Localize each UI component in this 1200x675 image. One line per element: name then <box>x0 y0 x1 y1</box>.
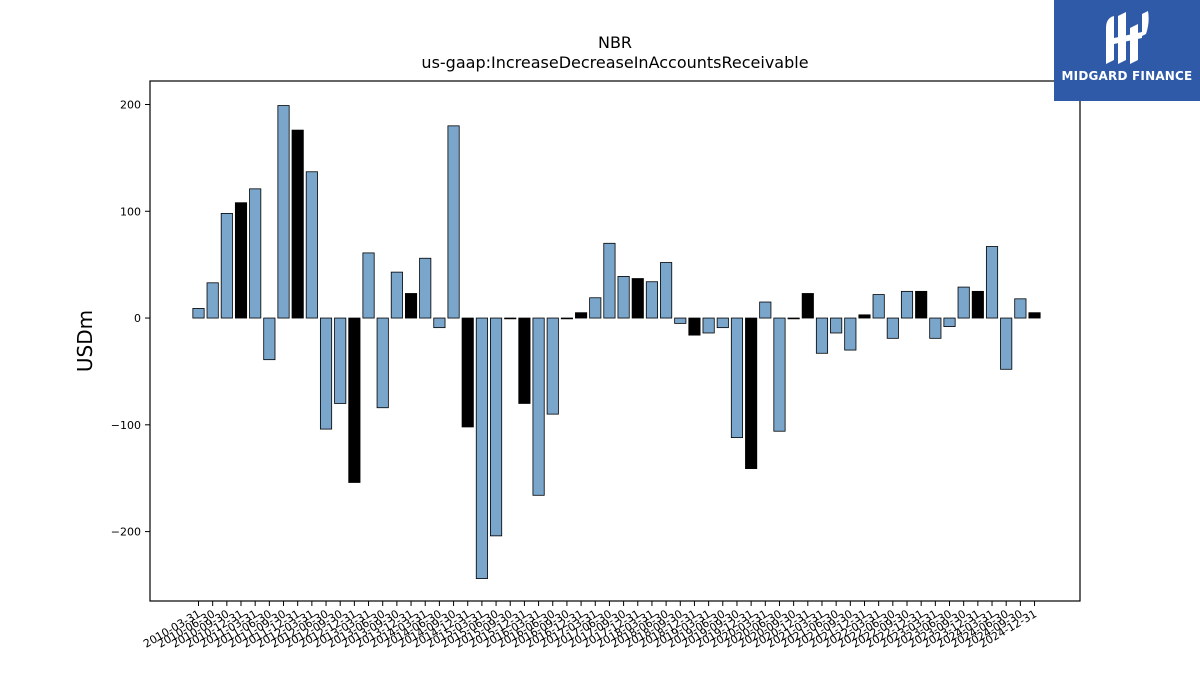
y-axis-label: USDm <box>73 310 97 372</box>
bars-group <box>192 105 1041 579</box>
bar-2015-03-31 <box>475 317 488 579</box>
bar-2015-12-31 <box>518 317 531 404</box>
bar-2017-06-30 <box>603 242 616 319</box>
bar-2022-06-30 <box>886 317 899 339</box>
brand-logo: MIDGARD FINANCE <box>1054 0 1200 101</box>
bar-2024-12-31 <box>1028 312 1041 319</box>
bar-2023-03-31 <box>929 317 942 339</box>
plot-frame <box>149 80 1081 602</box>
bar-2011-06-30 <box>263 317 276 361</box>
y-tick-label: 0 <box>134 312 141 325</box>
bar-2020-06-30 <box>773 317 786 432</box>
bar-2011-09-30 <box>277 105 290 319</box>
midgard-logo-icon <box>1106 11 1149 64</box>
y-tick-label: 200 <box>120 98 141 111</box>
bar-2015-09-30 <box>504 317 517 320</box>
bar-2012-03-31 <box>305 171 318 319</box>
bar-2013-03-31 <box>362 252 375 319</box>
bar-2018-06-30 <box>660 262 673 319</box>
brand-name: MIDGARD FINANCE <box>1061 69 1193 83</box>
bar-2017-03-31 <box>589 297 602 319</box>
bar-2019-09-30 <box>730 317 744 439</box>
bar-2012-09-30 <box>334 317 347 404</box>
bar-2021-03-31 <box>815 317 829 354</box>
bar-2014-03-31 <box>419 257 432 319</box>
bar-2019-03-31 <box>702 317 715 334</box>
bar-2022-12-31 <box>915 290 928 319</box>
chart-title: NBR <box>598 33 632 52</box>
bar-2021-12-31 <box>858 314 871 319</box>
bar-2023-06-30 <box>943 317 956 327</box>
bar-2016-12-31 <box>575 312 588 319</box>
bar-2022-03-31 <box>872 294 885 319</box>
chart-subtitle: us-gaap:IncreaseDecreaseInAccountsReceiv… <box>421 53 808 72</box>
bar-2018-09-30 <box>674 317 687 324</box>
bar-2019-12-31 <box>745 317 758 469</box>
bar-2017-12-31 <box>631 278 644 319</box>
bar-2018-03-31 <box>645 281 658 319</box>
bar-2012-12-31 <box>348 317 361 483</box>
bar-2013-06-30 <box>376 317 389 409</box>
bar-2021-06-30 <box>830 317 843 334</box>
bar-2024-09-30 <box>1014 298 1027 319</box>
bar-2017-09-30 <box>617 275 630 319</box>
bar-2013-09-30 <box>390 271 403 319</box>
bar-2018-12-31 <box>688 317 701 336</box>
bar-2014-12-31 <box>461 317 474 428</box>
bar-2011-12-31 <box>291 129 304 319</box>
bar-2010-09-30 <box>220 212 233 319</box>
y-tick-label: −200 <box>111 526 141 539</box>
bar-2024-03-31 <box>985 246 999 319</box>
bar-2022-09-30 <box>900 290 914 319</box>
bar-2013-12-31 <box>404 293 418 319</box>
bar-2011-03-31 <box>249 188 262 319</box>
bar-2014-09-30 <box>447 125 460 319</box>
bar-2020-12-31 <box>801 293 814 319</box>
bar-2023-09-30 <box>957 286 970 319</box>
bar-2014-06-30 <box>433 317 446 329</box>
bar-2015-06-30 <box>490 317 503 537</box>
bar-2020-09-30 <box>787 317 800 320</box>
bar-2023-12-31 <box>971 290 984 319</box>
bar-2016-03-31 <box>532 317 545 496</box>
x-axis: 2010-03-312010-06-302010-09-302010-12-31… <box>141 601 1039 651</box>
y-axis: −200 −100 0 100 200 <box>111 98 150 539</box>
bar-2010-03-31 <box>192 308 205 319</box>
bar-2019-06-30 <box>716 317 729 329</box>
bar-2020-03-31 <box>759 301 772 319</box>
y-tick-label: 100 <box>120 205 141 218</box>
bar-2024-06-30 <box>1000 317 1013 370</box>
bar-2010-12-31 <box>234 202 248 319</box>
bar-2016-06-30 <box>546 317 559 415</box>
bar-2021-09-30 <box>844 317 857 351</box>
bar-2012-06-30 <box>319 317 333 430</box>
bar-2016-09-30 <box>560 317 573 320</box>
bar-2010-06-30 <box>206 282 219 319</box>
y-tick-label: −100 <box>111 419 141 432</box>
